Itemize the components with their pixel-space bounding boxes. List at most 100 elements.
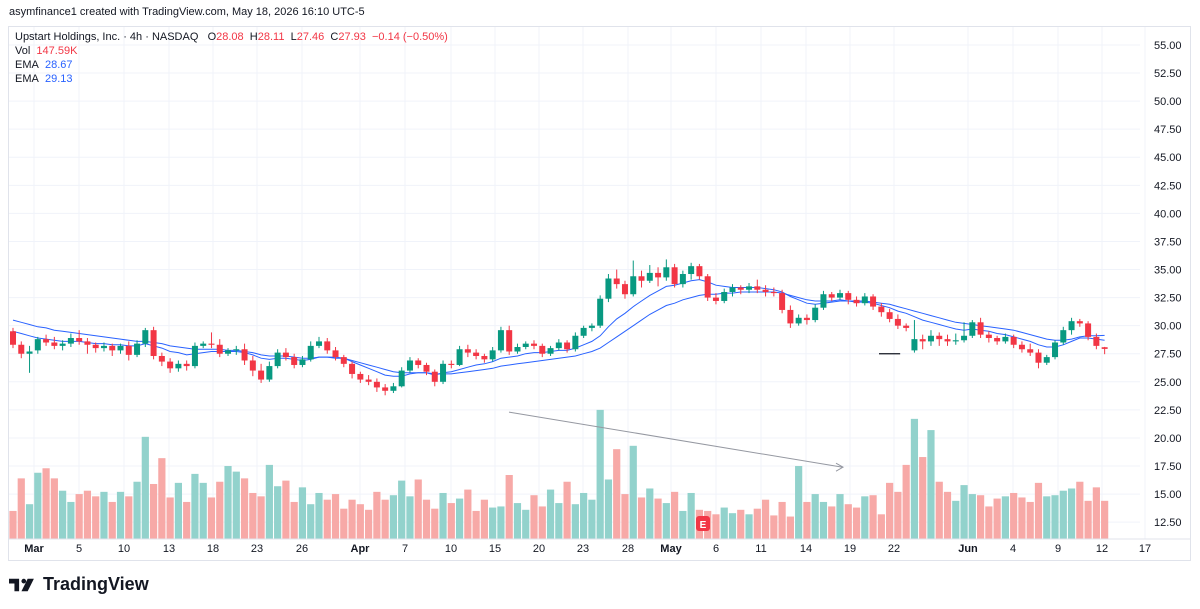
x-tick-label: Apr bbox=[351, 543, 371, 555]
volume-bar bbox=[687, 492, 695, 539]
y-tick-label: 32.50 bbox=[1154, 293, 1182, 305]
volume-bar bbox=[149, 483, 158, 539]
volume-bar bbox=[34, 472, 42, 539]
x-tick-label: 12 bbox=[1096, 543, 1108, 555]
volume-bar bbox=[9, 510, 17, 539]
volume-bar bbox=[472, 510, 480, 539]
candle-body bbox=[638, 276, 645, 281]
y-tick-label: 35.00 bbox=[1154, 265, 1182, 277]
volume-bar bbox=[116, 491, 125, 539]
y-tick-label: 12.50 bbox=[1154, 517, 1182, 529]
volume-bar bbox=[1043, 496, 1051, 539]
y-tick-label: 15.00 bbox=[1154, 489, 1182, 501]
x-tick-label: 18 bbox=[207, 543, 219, 555]
candle-body bbox=[448, 363, 455, 365]
candle-body bbox=[299, 359, 306, 365]
candle-body bbox=[845, 293, 852, 300]
volume-bar bbox=[522, 509, 530, 539]
volume-bar bbox=[348, 499, 356, 539]
brand-logo[interactable]: TradingView bbox=[9, 574, 149, 595]
candle-body bbox=[812, 307, 819, 321]
candle-body bbox=[18, 344, 25, 354]
volume-bar bbox=[274, 486, 282, 539]
volume-bar bbox=[637, 497, 646, 539]
x-tick-label: 15 bbox=[489, 543, 501, 555]
candle-body bbox=[200, 343, 207, 346]
volume-bar bbox=[844, 504, 852, 539]
volume-bar bbox=[513, 503, 522, 539]
candle-body bbox=[340, 357, 347, 364]
volume-bar bbox=[108, 501, 116, 539]
ema-row-2[interactable]: EMA 29.13 bbox=[15, 72, 448, 86]
volume-bar bbox=[133, 481, 141, 539]
volume-bar bbox=[786, 516, 794, 539]
volume-bar bbox=[993, 498, 1001, 539]
volume-bar bbox=[770, 515, 778, 539]
volume-bar bbox=[861, 496, 869, 539]
candle-body bbox=[936, 335, 943, 340]
volume-bar bbox=[240, 478, 249, 539]
close-value: 27.93 bbox=[338, 31, 366, 43]
candle-body bbox=[737, 287, 744, 290]
volume-row[interactable]: Vol 147.59K bbox=[15, 44, 448, 58]
candle-body bbox=[1052, 342, 1059, 358]
candle-body bbox=[803, 317, 810, 321]
ema-row-1[interactable]: EMA 28.67 bbox=[15, 58, 448, 72]
candle-body bbox=[349, 363, 356, 374]
volume-bar bbox=[307, 504, 315, 539]
ema-value-1: 28.67 bbox=[44, 59, 73, 71]
high-label: H bbox=[249, 31, 258, 43]
volume-trend-arrow bbox=[508, 411, 843, 468]
ema-value-2: 29.13 bbox=[44, 73, 73, 85]
volume-bar bbox=[431, 508, 439, 539]
candle-body bbox=[175, 363, 182, 369]
candle-body bbox=[315, 341, 322, 346]
candle-body bbox=[398, 370, 405, 387]
candle-body bbox=[67, 338, 74, 344]
volume-bar bbox=[952, 500, 960, 539]
candle-body bbox=[291, 357, 298, 365]
candle-body bbox=[655, 272, 662, 278]
candle-body bbox=[754, 286, 761, 290]
candle-body bbox=[646, 272, 653, 281]
candle-body bbox=[1018, 344, 1025, 350]
candle-body bbox=[431, 371, 438, 382]
ema-line-slow bbox=[12, 291, 1105, 375]
volume-bar bbox=[563, 481, 571, 539]
candle-body bbox=[183, 363, 190, 367]
volume-bar bbox=[340, 508, 348, 539]
volume-bar bbox=[1092, 487, 1100, 539]
candle-body bbox=[332, 350, 339, 358]
x-tick-label: Jun bbox=[958, 543, 978, 555]
candle-body bbox=[233, 349, 240, 351]
volume-bar bbox=[761, 499, 770, 539]
volume-bar bbox=[745, 514, 753, 539]
volume-bar bbox=[1059, 490, 1067, 539]
ema-label-2: EMA bbox=[15, 73, 39, 85]
candle-body bbox=[944, 339, 951, 342]
volume-bar bbox=[646, 488, 654, 539]
candle-body bbox=[878, 306, 885, 313]
x-tick-label: May bbox=[660, 543, 682, 555]
candle-body bbox=[911, 339, 918, 351]
x-tick-label: 23 bbox=[577, 543, 589, 555]
volume-bar bbox=[811, 494, 819, 539]
x-tick-label: 19 bbox=[844, 543, 856, 555]
change-value: −0.14 (−0.50%) bbox=[371, 31, 448, 43]
x-tick-label: 4 bbox=[1010, 543, 1016, 555]
arrow-head-icon bbox=[835, 462, 845, 472]
candle-body bbox=[704, 276, 711, 298]
candle-body bbox=[497, 330, 504, 351]
candle-body bbox=[423, 364, 430, 372]
candle-body bbox=[382, 387, 389, 391]
candle-body bbox=[539, 345, 546, 354]
volume-bar bbox=[257, 496, 265, 539]
symbol-label[interactable]: Upstart Holdings, Inc. · 4h · NASDAQ bbox=[15, 31, 199, 43]
low-label: L bbox=[290, 31, 297, 43]
candle-body bbox=[919, 339, 926, 342]
open-label: O bbox=[207, 31, 217, 43]
volume-bar bbox=[331, 494, 340, 539]
candle-body bbox=[100, 345, 107, 349]
x-tick-label: 22 bbox=[888, 543, 900, 555]
